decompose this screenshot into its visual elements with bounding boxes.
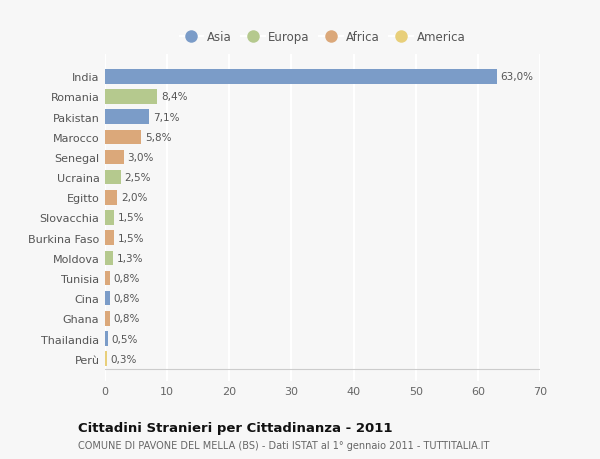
Text: 1,5%: 1,5% [118, 233, 145, 243]
Text: 0,5%: 0,5% [112, 334, 138, 344]
Text: 0,3%: 0,3% [110, 354, 137, 364]
Bar [105, 271, 110, 285]
Bar [105, 291, 110, 306]
Bar [105, 251, 113, 265]
Text: 1,3%: 1,3% [117, 253, 143, 263]
Text: 63,0%: 63,0% [500, 72, 533, 82]
Bar [105, 171, 121, 185]
Text: 0,8%: 0,8% [114, 274, 140, 283]
Text: 1,5%: 1,5% [118, 213, 145, 223]
Text: 2,5%: 2,5% [124, 173, 151, 183]
Bar [105, 352, 107, 366]
Text: 3,0%: 3,0% [127, 153, 154, 162]
Legend: Asia, Europa, Africa, America: Asia, Europa, Africa, America [177, 28, 468, 46]
Text: 2,0%: 2,0% [121, 193, 148, 203]
Bar [105, 130, 141, 145]
Bar [105, 90, 157, 105]
Bar [105, 190, 118, 205]
Text: Cittadini Stranieri per Cittadinanza - 2011: Cittadini Stranieri per Cittadinanza - 2… [78, 421, 392, 434]
Bar [105, 331, 108, 346]
Text: 8,4%: 8,4% [161, 92, 187, 102]
Text: 7,1%: 7,1% [153, 112, 179, 123]
Text: 0,8%: 0,8% [114, 313, 140, 324]
Text: COMUNE DI PAVONE DEL MELLA (BS) - Dati ISTAT al 1° gennaio 2011 - TUTTITALIA.IT: COMUNE DI PAVONE DEL MELLA (BS) - Dati I… [78, 440, 490, 450]
Bar [105, 110, 149, 125]
Text: 5,8%: 5,8% [145, 133, 171, 142]
Bar [105, 231, 115, 246]
Bar [105, 211, 115, 225]
Bar [105, 311, 110, 326]
Text: 0,8%: 0,8% [114, 294, 140, 303]
Bar [105, 151, 124, 165]
Bar [105, 70, 497, 84]
